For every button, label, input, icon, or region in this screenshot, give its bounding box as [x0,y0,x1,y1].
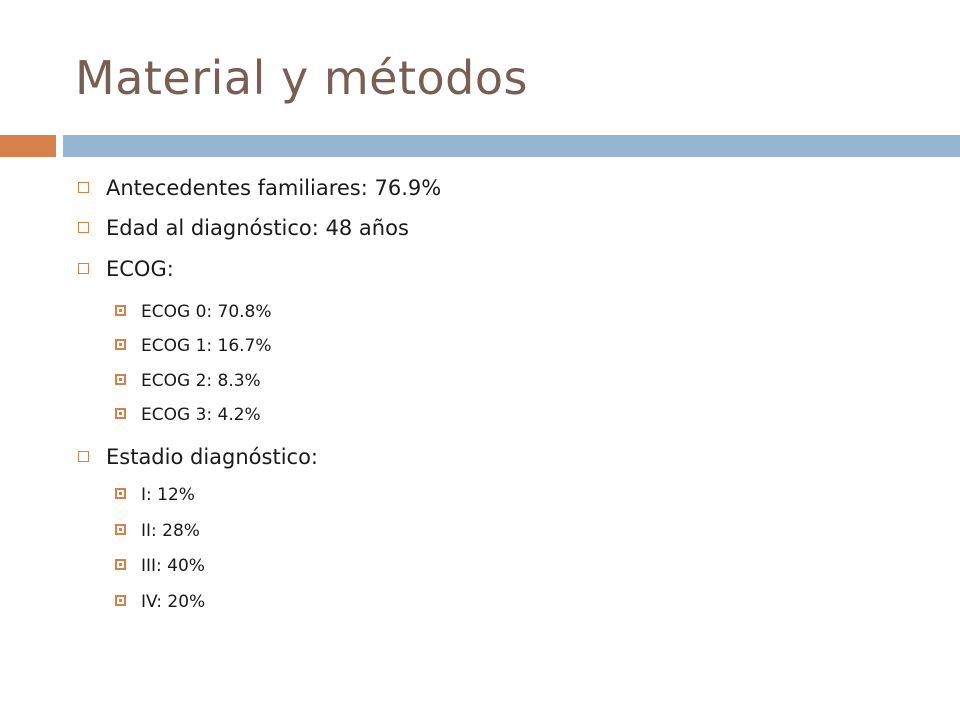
hollow-square-bullet-icon [78,262,89,274]
sub-bullet-text: II: 28% [141,521,200,541]
bullet-text: Edad al diagnóstico: 48 años [106,216,409,240]
hollow-square-bullet-icon [78,221,89,233]
filled-square-bullet-icon [115,523,126,535]
bullet-item: ECOG: [78,255,174,283]
sub-bullet-text: ECOG 1: 16.7% [141,336,272,356]
sub-bullet-text: ECOG 3: 4.2% [141,405,261,425]
hollow-square-bullet-icon [78,181,89,193]
sub-bullet-item: II: 28% [115,520,200,542]
sub-bullet-item: III: 40% [115,555,205,577]
bullet-text: Estadio diagnóstico: [106,445,318,469]
sub-bullet-text: III: 40% [141,556,205,576]
filled-square-bullet-icon [115,304,126,316]
filled-square-bullet-icon [115,373,126,385]
title-rule-bar [63,135,960,157]
sub-bullet-text: ECOG 2: 8.3% [141,371,261,391]
bullet-item: Estadio diagnóstico: [78,443,318,471]
sub-bullet-item: ECOG 2: 8.3% [115,370,261,392]
sub-bullet-item: ECOG 3: 4.2% [115,404,261,426]
sub-bullet-text: IV: 20% [141,592,206,612]
sub-bullet-item: ECOG 1: 16.7% [115,335,272,357]
sub-bullet-text: I: 12% [141,485,195,505]
slide-title: Material y métodos [75,51,528,105]
hollow-square-bullet-icon [78,450,89,462]
filled-square-bullet-icon [115,594,126,606]
title-accent-bar [0,135,56,157]
sub-bullet-text: ECOG 0: 70.8% [141,302,272,322]
sub-bullet-item: I: 12% [115,484,195,506]
bullet-item: Edad al diagnóstico: 48 años [78,214,409,242]
bullet-text: ECOG: [106,257,174,281]
filled-square-bullet-icon [115,558,126,570]
filled-square-bullet-icon [115,407,126,419]
sub-bullet-item: ECOG 0: 70.8% [115,301,272,323]
bullet-text: Antecedentes familiares: 76.9% [106,176,442,200]
filled-square-bullet-icon [115,338,126,350]
filled-square-bullet-icon [115,487,126,499]
sub-bullet-item: IV: 20% [115,591,205,613]
bullet-item: Antecedentes familiares: 76.9% [78,174,441,202]
